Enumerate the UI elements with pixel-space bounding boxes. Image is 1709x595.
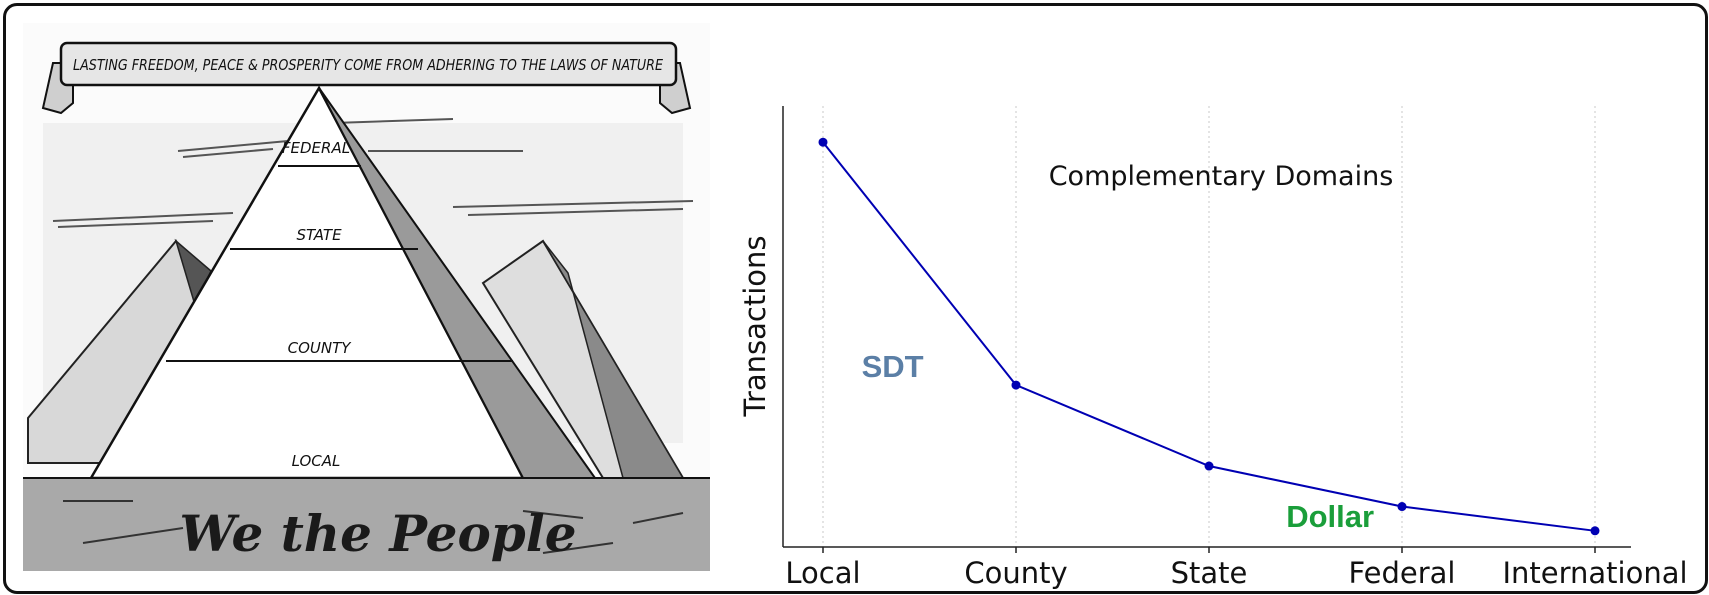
grid xyxy=(822,106,1596,547)
x-tick-label-state: State xyxy=(1171,556,1248,590)
tier-label-local: LOCAL xyxy=(292,452,341,470)
annotation-layer: SDT Dollar xyxy=(862,349,1374,534)
banner-text: LASTING FREEDOM, PEACE & PROSPERITY COME… xyxy=(73,56,663,74)
grass-strokes xyxy=(63,500,684,554)
x-ticks xyxy=(822,547,1596,553)
x-tick-label-international: International xyxy=(1502,556,1687,590)
x-tick-label-federal: Federal xyxy=(1349,556,1456,590)
tier-label-county: COUNTY xyxy=(288,339,353,357)
y-axis-label: Transactions xyxy=(738,235,772,417)
tier-label-state: STATE xyxy=(296,226,342,244)
ground xyxy=(23,478,710,571)
x-tick-labels: Local County State Federal International xyxy=(785,556,1687,590)
tier-labels: FEDERAL STATE COUNTY LOCAL xyxy=(282,139,352,470)
annotation-sdt: SDT xyxy=(862,349,924,384)
cloud-strokes xyxy=(52,118,694,228)
pyramid-cartoon: FEDERAL STATE COUNTY LOCAL We the People… xyxy=(23,23,710,571)
we-the-people-text: We the People xyxy=(179,504,576,563)
line-chart: Local County State Federal International SDT… xyxy=(738,106,1688,590)
tier-label-federal: FEDERAL xyxy=(282,139,350,157)
data-point-international xyxy=(1590,526,1600,536)
x-tick-label-county: County xyxy=(964,556,1067,590)
figure-frame: FEDERAL STATE COUNTY LOCAL We the People… xyxy=(3,3,1708,594)
data-point-local xyxy=(818,137,828,147)
banner xyxy=(41,41,692,115)
chart-title: Complementary Domains xyxy=(1049,161,1394,192)
annotation-dollar: Dollar xyxy=(1286,499,1374,534)
x-tick-label-local: Local xyxy=(785,556,860,590)
data-point-county xyxy=(1011,380,1021,390)
point-layer xyxy=(818,137,1600,536)
data-point-federal xyxy=(1397,502,1407,512)
data-point-state xyxy=(1204,461,1214,471)
